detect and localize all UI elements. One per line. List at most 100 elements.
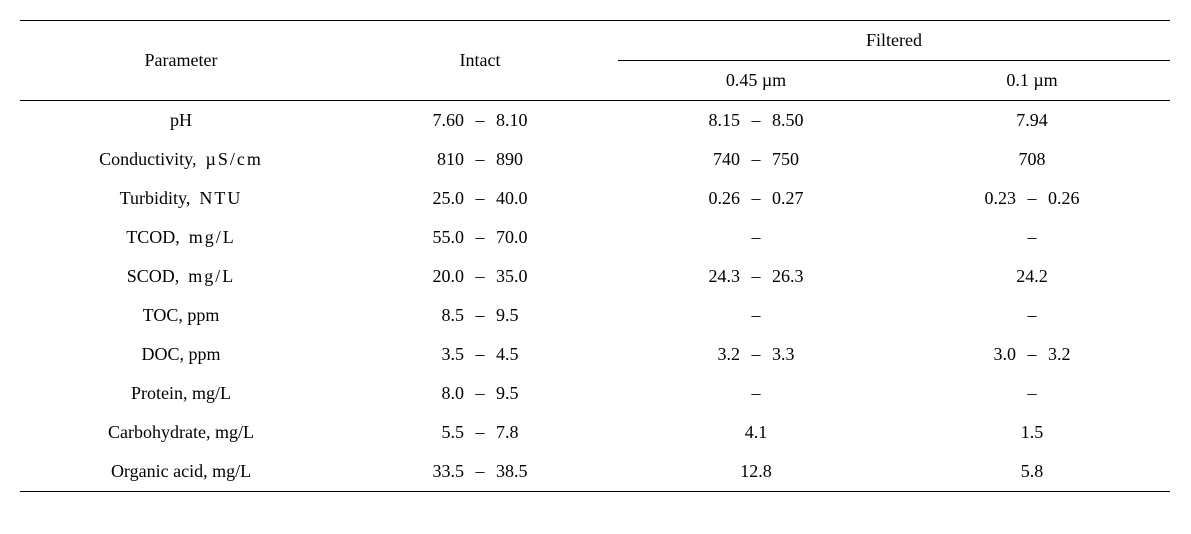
- range-dash-icon: –: [464, 149, 496, 170]
- empty-dash-icon: –: [752, 305, 761, 326]
- empty-dash-icon: –: [1028, 305, 1037, 326]
- filtered-045-cell: –: [618, 218, 894, 257]
- range-dash-icon: –: [464, 383, 496, 404]
- empty-dash-icon: –: [752, 227, 761, 248]
- value-range: 0.26 – 0.27: [680, 188, 832, 209]
- table-row: SCOD, mg/L 20.0 – 35.0 24.3 – 26.3 24.2: [20, 257, 1170, 296]
- intact-cell: 25.0 – 40.0: [342, 179, 618, 218]
- empty-dash-icon: –: [1028, 383, 1037, 404]
- value-range: 8.15 – 8.50: [680, 110, 832, 131]
- value-range: 20.0 – 35.0: [404, 266, 556, 287]
- filtered-01-cell: 5.8: [894, 452, 1170, 492]
- value-single: 1.5: [1002, 422, 1062, 443]
- filtered-045-cell: 24.3 – 26.3: [618, 257, 894, 296]
- filtered-045-cell: –: [618, 296, 894, 335]
- filtered-01-cell: 24.2: [894, 257, 1170, 296]
- range-dash-icon: –: [464, 266, 496, 287]
- header-parameter: Parameter: [20, 21, 342, 101]
- value-range: 7.60 – 8.10: [404, 110, 556, 131]
- range-lo: 3.0: [956, 344, 1016, 365]
- range-lo: 3.2: [680, 344, 740, 365]
- range-dash-icon: –: [1016, 188, 1048, 209]
- range-dash-icon: –: [1016, 344, 1048, 365]
- range-hi: 9.5: [496, 383, 556, 404]
- range-hi: 8.10: [496, 110, 556, 131]
- value-range: 8.0 – 9.5: [404, 383, 556, 404]
- param-cell: Conductivity, µS/cm: [20, 140, 342, 179]
- param-cell: DOC, ppm: [20, 335, 342, 374]
- table-row: Turbidity, NTU 25.0 – 40.0 0.26 – 0.27 0…: [20, 179, 1170, 218]
- filtered-01-cell: 3.0 – 3.2: [894, 335, 1170, 374]
- filtered-01-cell: 0.23 – 0.26: [894, 179, 1170, 218]
- param-cell: TCOD, mg/L: [20, 218, 342, 257]
- water-params-table: Parameter Intact Filtered 0.45 µm 0.1 µm…: [20, 20, 1170, 492]
- table-body: pH 7.60 – 8.10 8.15 – 8.50 7.94 Conducti…: [20, 101, 1170, 492]
- range-lo: 0.26: [680, 188, 740, 209]
- table-row: pH 7.60 – 8.10 8.15 – 8.50 7.94: [20, 101, 1170, 141]
- range-lo: 20.0: [404, 266, 464, 287]
- value-single: 4.1: [726, 422, 786, 443]
- range-hi: 3.2: [1048, 344, 1108, 365]
- range-hi: 26.3: [772, 266, 832, 287]
- range-lo: 7.60: [404, 110, 464, 131]
- value-range: 3.5 – 4.5: [404, 344, 556, 365]
- filtered-045-cell: 740 – 750: [618, 140, 894, 179]
- param-name: TCOD,: [126, 227, 180, 247]
- intact-cell: 20.0 – 35.0: [342, 257, 618, 296]
- filtered-045-cell: 3.2 – 3.3: [618, 335, 894, 374]
- filtered-045-cell: 0.26 – 0.27: [618, 179, 894, 218]
- range-lo: 24.3: [680, 266, 740, 287]
- filtered-045-cell: 4.1: [618, 413, 894, 452]
- range-hi: 7.8: [496, 422, 556, 443]
- range-hi: 35.0: [496, 266, 556, 287]
- range-lo: 3.5: [404, 344, 464, 365]
- param-name: TOC, ppm: [143, 305, 220, 325]
- table-row: Conductivity, µS/cm 810 – 890 740 – 750 …: [20, 140, 1170, 179]
- table-row: TOC, ppm 8.5 – 9.5 – –: [20, 296, 1170, 335]
- empty-dash-icon: –: [752, 383, 761, 404]
- param-cell: pH: [20, 101, 342, 141]
- header-filtered-01: 0.1 µm: [894, 61, 1170, 101]
- range-hi: 0.27: [772, 188, 832, 209]
- filtered-045-cell: 12.8: [618, 452, 894, 492]
- table-row: Organic acid, mg/L 33.5 – 38.5 12.8 5.8: [20, 452, 1170, 492]
- intact-cell: 3.5 – 4.5: [342, 335, 618, 374]
- param-unit: NTU: [199, 188, 242, 208]
- range-dash-icon: –: [464, 461, 496, 482]
- header-filtered-045: 0.45 µm: [618, 61, 894, 101]
- value-range: 5.5 – 7.8: [404, 422, 556, 443]
- value-single: 12.8: [726, 461, 786, 482]
- intact-cell: 8.0 – 9.5: [342, 374, 618, 413]
- filtered-01-cell: –: [894, 296, 1170, 335]
- intact-cell: 8.5 – 9.5: [342, 296, 618, 335]
- range-lo: 25.0: [404, 188, 464, 209]
- range-lo: 810: [404, 149, 464, 170]
- range-dash-icon: –: [740, 110, 772, 131]
- filtered-045-cell: –: [618, 374, 894, 413]
- range-hi: 4.5: [496, 344, 556, 365]
- intact-cell: 810 – 890: [342, 140, 618, 179]
- value-single: 5.8: [1002, 461, 1062, 482]
- intact-cell: 33.5 – 38.5: [342, 452, 618, 492]
- value-range: 0.23 – 0.26: [956, 188, 1108, 209]
- range-lo: 0.23: [956, 188, 1016, 209]
- value-range: 3.0 – 3.2: [956, 344, 1108, 365]
- range-dash-icon: –: [464, 227, 496, 248]
- param-unit: mg/L: [188, 266, 235, 286]
- value-range: 3.2 – 3.3: [680, 344, 832, 365]
- range-lo: 55.0: [404, 227, 464, 248]
- range-lo: 8.15: [680, 110, 740, 131]
- range-lo: 33.5: [404, 461, 464, 482]
- header-filtered: Filtered: [618, 21, 1170, 61]
- empty-dash-icon: –: [1028, 227, 1037, 248]
- intact-cell: 7.60 – 8.10: [342, 101, 618, 141]
- value-range: 24.3 – 26.3: [680, 266, 832, 287]
- param-cell: Protein, mg/L: [20, 374, 342, 413]
- filtered-01-cell: 708: [894, 140, 1170, 179]
- param-name: Conductivity,: [99, 149, 196, 169]
- value-single: 708: [1002, 149, 1062, 170]
- param-name: Turbidity,: [120, 188, 191, 208]
- value-single: 7.94: [1002, 110, 1062, 131]
- param-unit: mg/L: [189, 227, 236, 247]
- value-range: 33.5 – 38.5: [404, 461, 556, 482]
